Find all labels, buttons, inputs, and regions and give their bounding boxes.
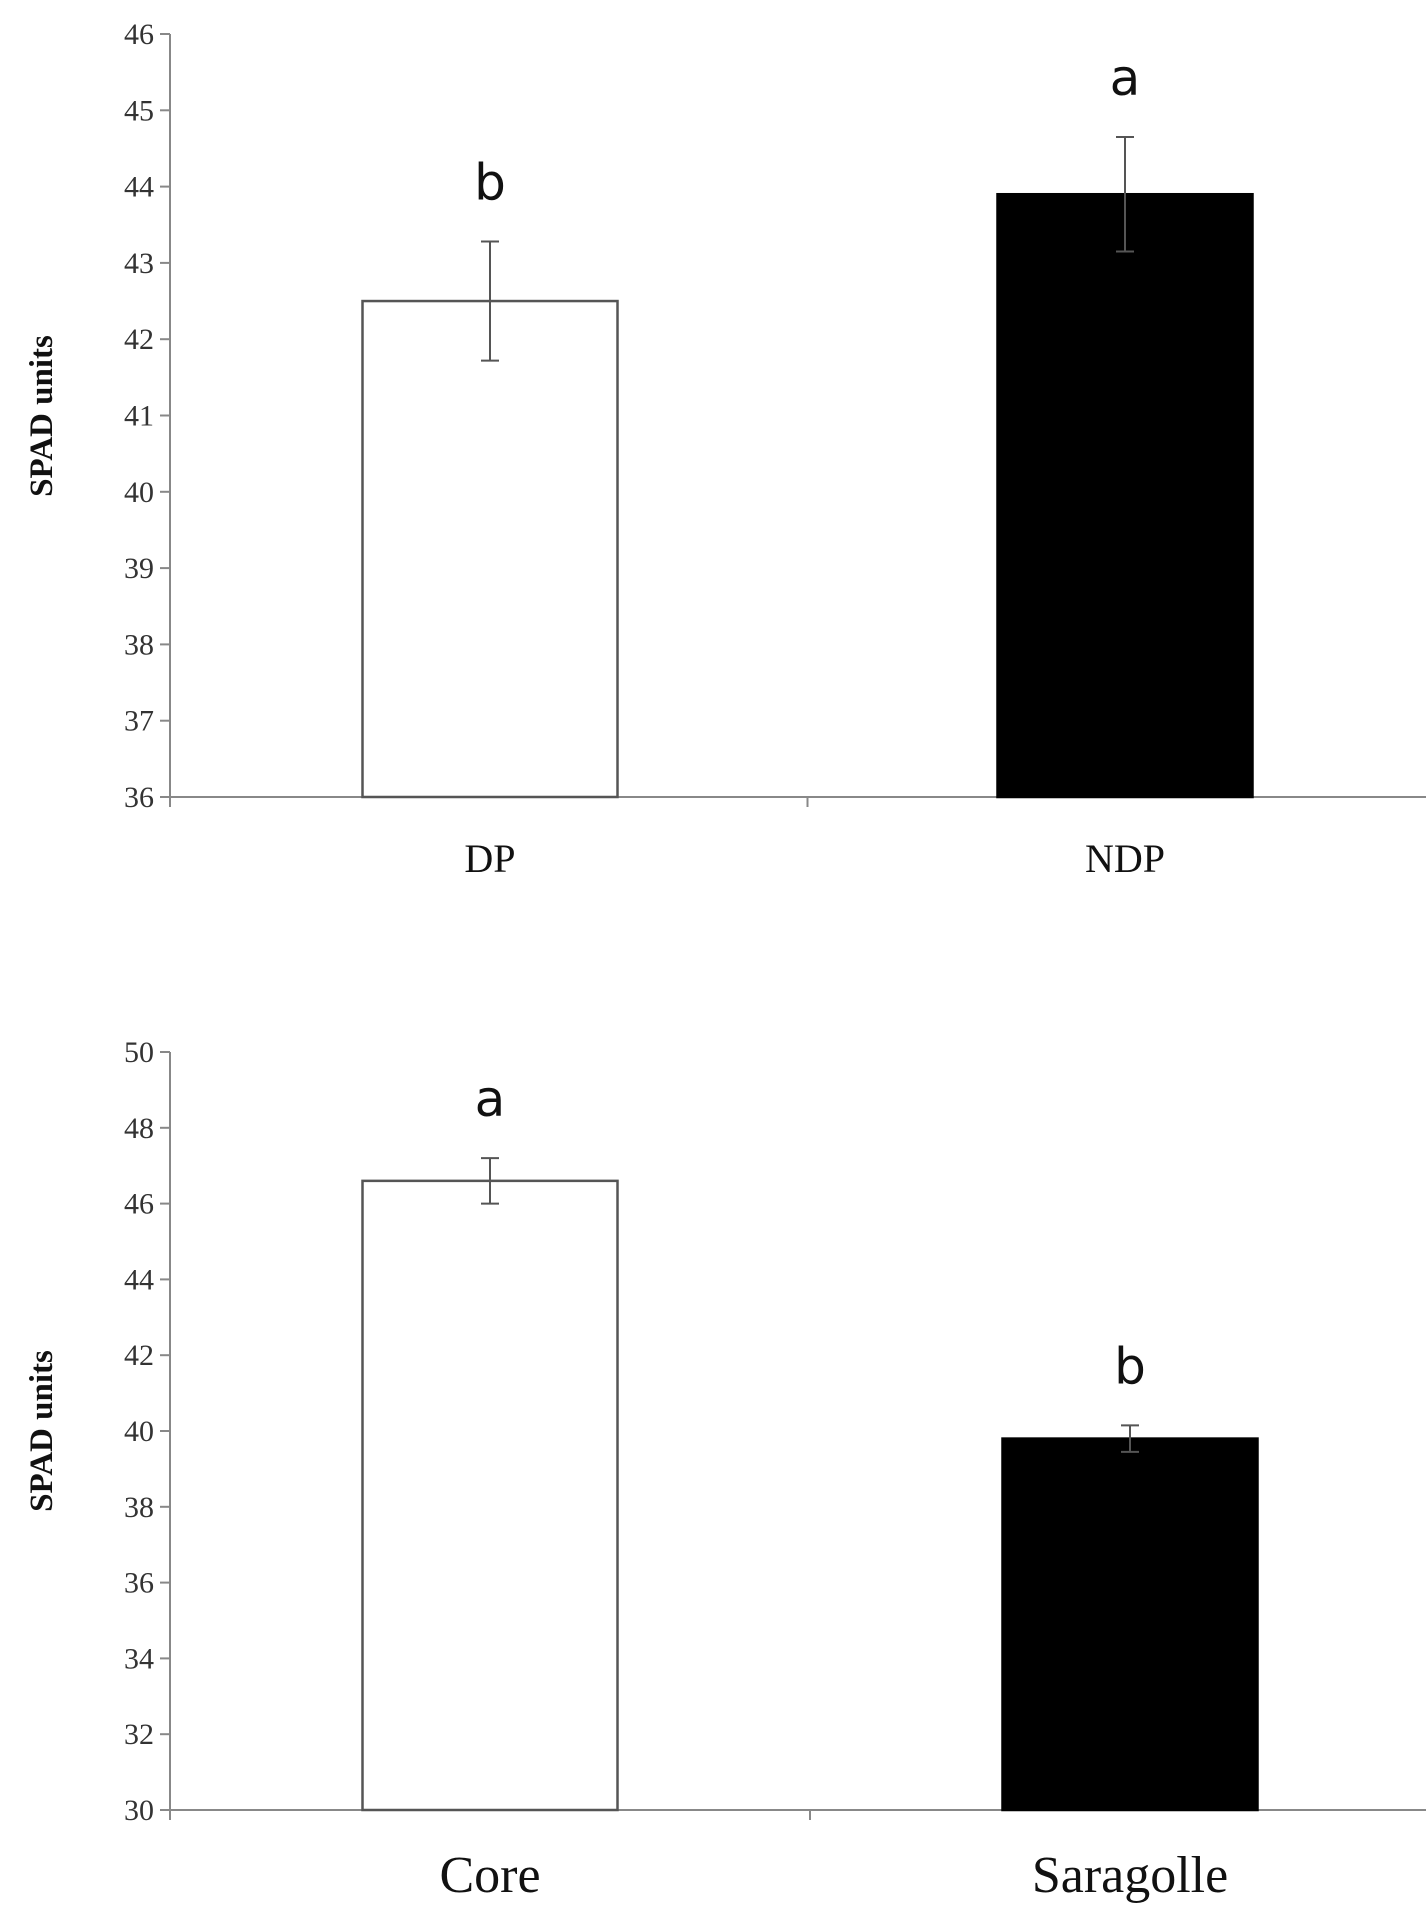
y-tick-label: 38 xyxy=(124,1491,154,1524)
bar xyxy=(361,299,619,799)
y-tick-label: 43 xyxy=(124,247,154,280)
bar xyxy=(361,1179,619,1812)
y-axis-title: SPAD units xyxy=(24,1350,60,1512)
significance-label: b xyxy=(1114,1337,1146,1395)
y-tick-label: 40 xyxy=(124,476,154,509)
y-tick-label: 42 xyxy=(124,323,154,356)
chart-panel-top: 36 37 38 39 40 41 42 43 44 45 46 SPAD units b DP a NDP xyxy=(24,18,1426,881)
y-tick-label: 46 xyxy=(124,18,154,51)
x-category-label: Core xyxy=(439,1847,540,1904)
y-tick-label: 41 xyxy=(124,400,154,433)
bar xyxy=(1001,1437,1259,1812)
x-category-label: DP xyxy=(464,836,515,881)
chart-panel-bottom: 30 32 34 36 38 40 42 44 46 48 50 SPAD units a Core b Sa… xyxy=(24,1036,1426,1904)
significance-label: a xyxy=(1110,49,1141,107)
significance-label: a xyxy=(475,1070,506,1128)
y-tick-label: 34 xyxy=(124,1642,154,1675)
x-category-label: NDP xyxy=(1085,836,1165,881)
y-tick-label: 44 xyxy=(124,171,154,204)
y-axis-title: SPAD units xyxy=(24,335,60,497)
y-tick-label: 39 xyxy=(124,552,154,585)
significance-label: b xyxy=(474,154,506,212)
y-tick-label: 37 xyxy=(124,705,154,738)
x-category-label: Saragolle xyxy=(1032,1847,1228,1904)
y-tick-label: 36 xyxy=(124,1567,154,1600)
y-tick-label: 32 xyxy=(124,1718,154,1751)
y-tick-label: 44 xyxy=(124,1263,154,1296)
y-tick-label: 50 xyxy=(124,1036,154,1069)
y-tick-label: 46 xyxy=(124,1188,154,1221)
y-tick-label: 42 xyxy=(124,1339,154,1372)
y-tick-label: 36 xyxy=(124,781,154,814)
y-tick-label: 45 xyxy=(124,94,154,127)
y-tick-label: 48 xyxy=(124,1112,154,1145)
y-tick-label: 40 xyxy=(124,1415,154,1448)
y-tick-label: 38 xyxy=(124,628,154,661)
y-tick-label: 30 xyxy=(124,1794,154,1827)
bar xyxy=(996,192,1254,799)
